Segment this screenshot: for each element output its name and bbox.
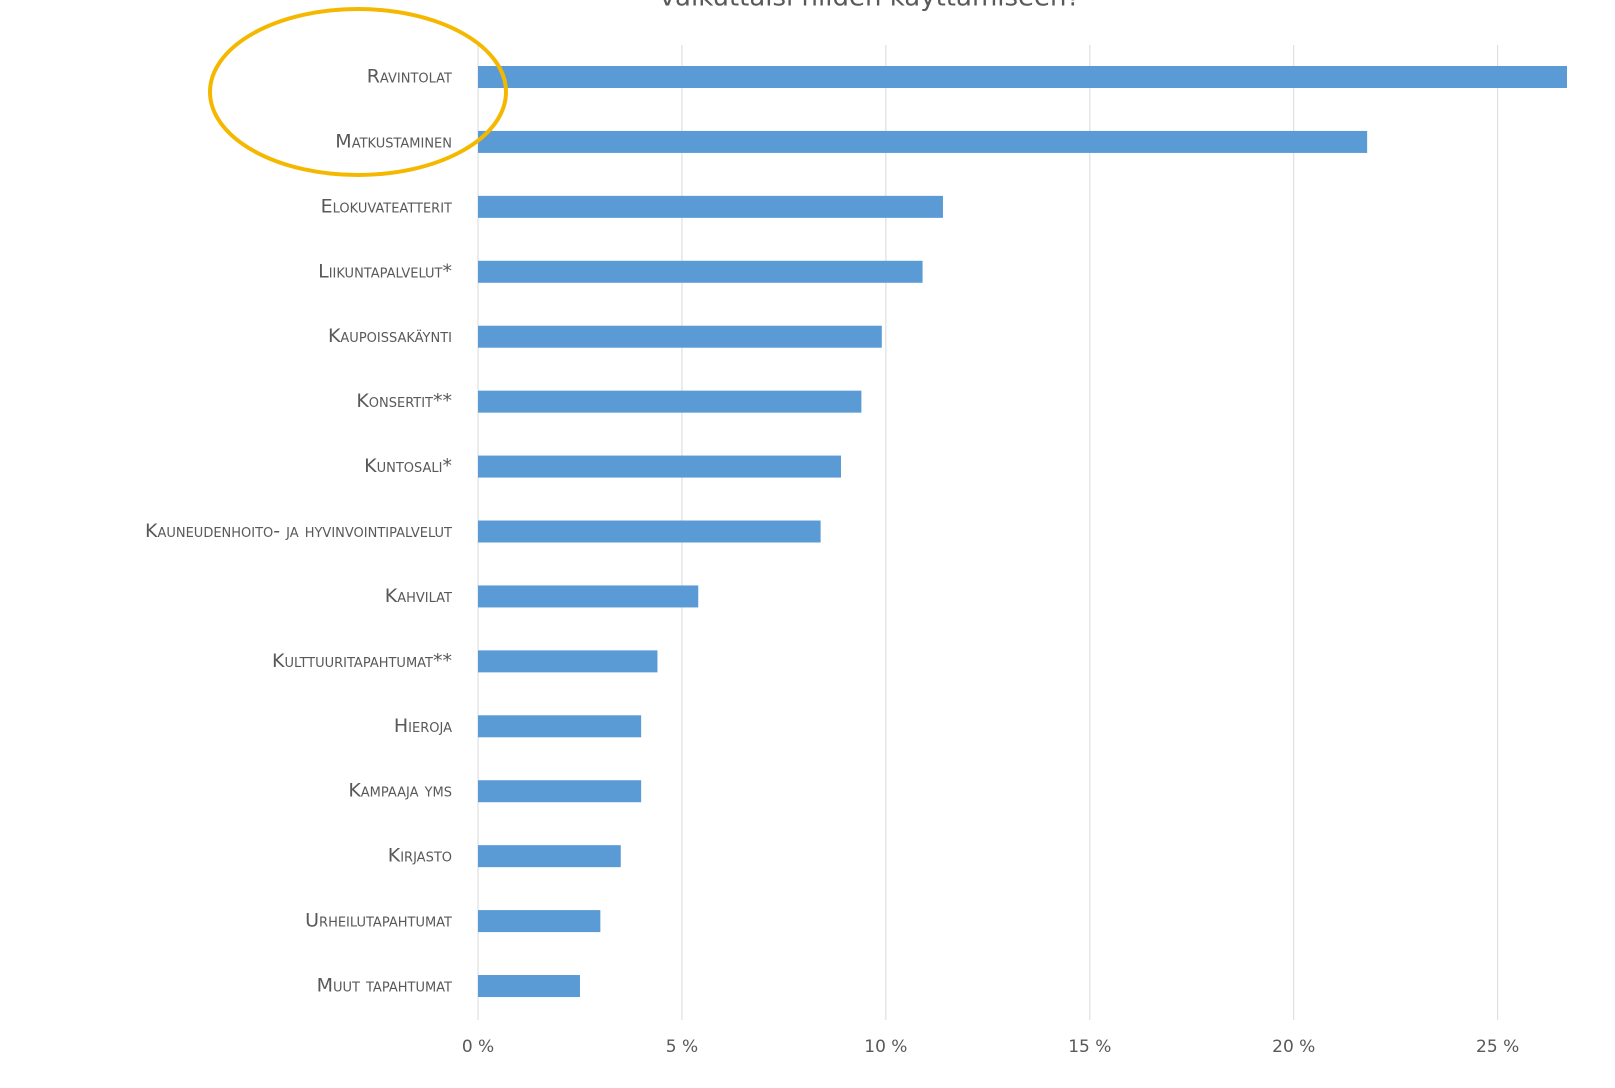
bar bbox=[478, 845, 621, 868]
highlight-ellipse bbox=[208, 7, 508, 177]
bar bbox=[478, 325, 882, 348]
bar bbox=[478, 975, 580, 998]
y-tick-label: Kaupoissakäynti bbox=[328, 325, 452, 347]
bar bbox=[478, 910, 601, 933]
x-tick-label: 5 % bbox=[666, 1037, 698, 1057]
bar bbox=[478, 390, 862, 413]
bar bbox=[478, 715, 642, 738]
y-tick-label: Kahvilat bbox=[385, 585, 452, 607]
x-tick-label: 15 % bbox=[1068, 1037, 1111, 1057]
bar bbox=[478, 585, 699, 608]
bars: Ravintolat Matkustaminen Elokuvateatterit L… bbox=[145, 66, 1567, 998]
x-tick-label: 10 % bbox=[864, 1037, 907, 1057]
y-tick-label: Konsertit** bbox=[356, 390, 452, 412]
bar bbox=[478, 650, 658, 673]
chart-title: vaikuttaisi niiden käyttämiseen? bbox=[660, 0, 1081, 13]
bar bbox=[478, 195, 943, 218]
x-tick-label: 25 % bbox=[1476, 1037, 1519, 1057]
y-tick-label: Ravintolat bbox=[367, 66, 452, 88]
bar bbox=[478, 66, 1567, 88]
y-tick-label: Muut tapahtumat bbox=[317, 975, 452, 997]
x-tick-label: 0 % bbox=[462, 1037, 494, 1057]
y-tick-label: Kulttuuritapahtumat** bbox=[272, 650, 452, 672]
y-tick-label: Matkustaminen bbox=[335, 130, 452, 152]
y-tick-label: Elokuvateatterit bbox=[321, 195, 452, 217]
x-tick-label: 20 % bbox=[1272, 1037, 1315, 1057]
bar bbox=[478, 520, 821, 543]
bar bbox=[478, 130, 1368, 153]
bar bbox=[478, 455, 841, 478]
y-tick-label: Kauneudenhoito- ja hyvinvointipalvelut bbox=[145, 520, 452, 542]
y-tick-label: Kirjasto bbox=[388, 845, 452, 867]
y-tick-label: Kampaaja yms bbox=[348, 780, 452, 802]
bar bbox=[478, 780, 642, 803]
y-tick-label: Kuntosali* bbox=[364, 455, 452, 477]
y-tick-label: Liikuntapalvelut* bbox=[318, 260, 452, 282]
bar bbox=[478, 260, 923, 283]
y-tick-label: Hieroja bbox=[394, 715, 452, 737]
y-tick-label: Urheilutapahtumat bbox=[305, 910, 452, 932]
